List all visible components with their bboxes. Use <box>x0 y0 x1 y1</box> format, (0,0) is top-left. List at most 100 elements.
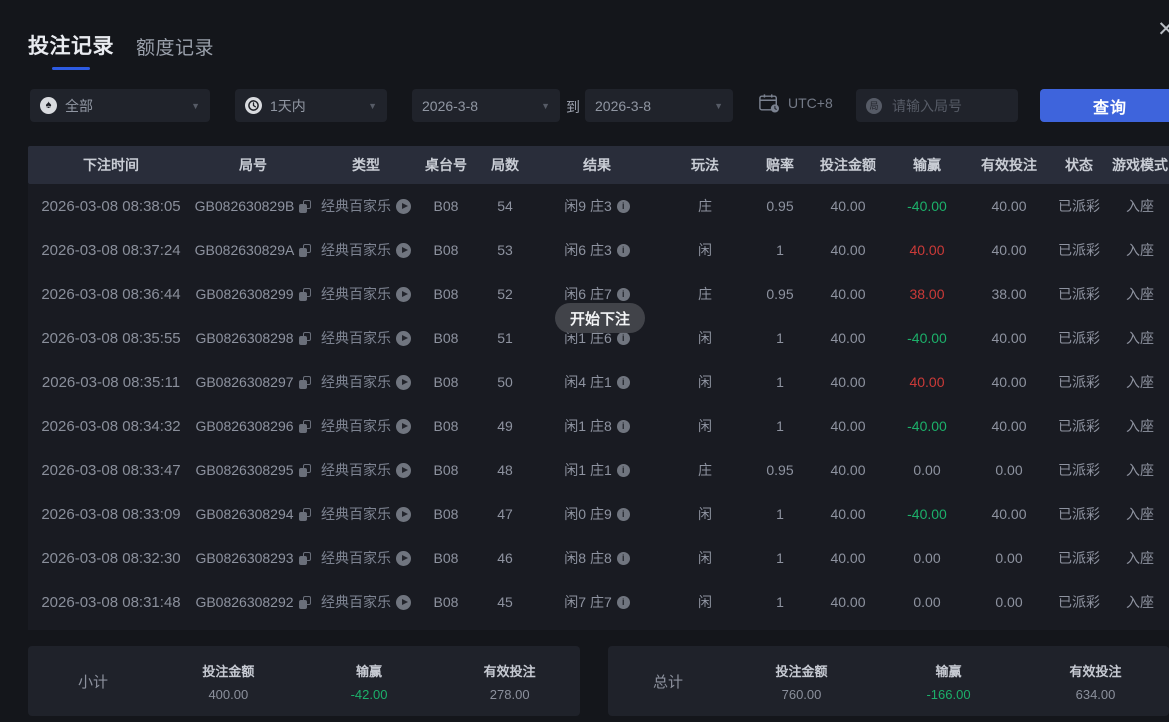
valid-bet: 0.00 <box>995 550 1023 566</box>
play-video-icon[interactable] <box>396 286 411 302</box>
query-button[interactable]: 查询 <box>1040 89 1169 122</box>
win-loss: 40.00 <box>909 242 945 258</box>
copy-icon[interactable] <box>298 287 311 301</box>
date-from-dropdown[interactable]: 2026-3-8 ▼ <box>412 89 560 122</box>
table-number: B08 <box>433 198 459 214</box>
time-range-dropdown[interactable]: 1天内 ▼ <box>235 89 387 122</box>
play-video-icon[interactable] <box>396 462 411 478</box>
info-icon[interactable]: i <box>616 551 630 565</box>
info-icon[interactable]: i <box>616 595 630 609</box>
game-id: GB0826308294 <box>194 506 312 522</box>
play-type: 闲 <box>698 330 712 346</box>
game-result: 闲4 庄1 i <box>538 372 656 392</box>
chevron-down-icon: ▼ <box>541 100 550 111</box>
total-panel: 总计 投注金额 760.00 输赢 -166.00 有效投注 634.00 <box>608 646 1169 716</box>
status: 已派彩 <box>1058 506 1100 522</box>
calendar-clock-icon[interactable] <box>758 93 780 113</box>
info-icon[interactable]: i <box>616 375 630 389</box>
round-number: 47 <box>497 506 513 522</box>
odds: 1 <box>776 374 784 390</box>
game-id: GB0826308293 <box>194 550 312 566</box>
copy-icon[interactable] <box>298 463 311 477</box>
table-number: B08 <box>433 418 459 434</box>
game-result: 闲1 庄1 i <box>538 460 656 480</box>
info-icon[interactable]: i <box>616 287 630 301</box>
game-mode: 入座 <box>1126 198 1154 214</box>
play-type: 庄 <box>698 462 712 478</box>
bet-time: 2026-03-08 08:35:55 <box>41 329 181 347</box>
col-header-play: 玩法 <box>691 157 719 173</box>
valid-bet: 38.00 <box>991 286 1027 302</box>
play-video-icon[interactable] <box>396 374 411 390</box>
table-number: B08 <box>433 506 459 522</box>
valid-bet: 0.00 <box>995 594 1023 610</box>
table-row: 2026-03-08 08:36:44 GB0826308299 经典百家乐 B08 5… <box>28 272 1169 316</box>
total-win-loss: 输赢 -166.00 <box>926 663 971 702</box>
game-id: GB0826308299 <box>194 286 312 302</box>
total-valid-bet: 有效投注 634.00 <box>1069 663 1122 702</box>
close-icon[interactable]: ✕ <box>1157 18 1169 41</box>
play-video-icon[interactable] <box>396 418 411 434</box>
tab-bar: 投注记录 额度记录 <box>28 30 214 70</box>
win-loss: -40.00 <box>907 506 947 522</box>
game-result: 闲6 庄3 i <box>538 240 656 260</box>
timezone-indicator: UTC+8 <box>758 93 833 113</box>
info-icon[interactable]: i <box>616 463 630 477</box>
status: 已派彩 <box>1058 418 1100 434</box>
play-video-icon[interactable] <box>396 330 411 346</box>
win-loss: -40.00 <box>907 198 947 214</box>
copy-icon[interactable] <box>299 243 312 257</box>
bet-amount: 40.00 <box>830 550 866 566</box>
copy-icon[interactable] <box>298 331 311 345</box>
copy-icon[interactable] <box>299 199 312 213</box>
play-video-icon[interactable] <box>396 242 411 258</box>
game-id: GB0826308298 <box>194 330 312 346</box>
info-icon[interactable]: i <box>616 243 630 257</box>
info-icon[interactable]: i <box>616 199 630 213</box>
tab-label: 额度记录 <box>136 38 215 59</box>
copy-icon[interactable] <box>298 375 311 389</box>
odds: 1 <box>776 242 784 258</box>
odds: 0.95 <box>766 462 794 478</box>
search-input[interactable] <box>890 96 1008 115</box>
table-row: 2026-03-08 08:37:24 GB082630829A 经典百家乐 B08 5… <box>28 228 1169 272</box>
bet-time: 2026-03-08 08:35:11 <box>41 373 181 391</box>
game-category-dropdown[interactable]: ♠ 全部 ▼ <box>30 89 210 122</box>
spade-icon: ♠ <box>40 97 57 114</box>
bet-time: 2026-03-08 08:33:09 <box>41 505 181 523</box>
bet-amount: 40.00 <box>830 506 866 522</box>
clock-icon <box>245 97 262 114</box>
info-icon[interactable]: i <box>616 419 630 433</box>
copy-icon[interactable] <box>298 507 311 521</box>
play-video-icon[interactable] <box>396 506 411 522</box>
date-to-dropdown[interactable]: 2026-3-8 ▼ <box>585 89 733 122</box>
valid-bet: 0.00 <box>995 462 1023 478</box>
date-to-value: 2026-3-8 <box>595 97 652 114</box>
tab-quota-records[interactable]: 额度记录 <box>136 33 214 70</box>
game-mode: 入座 <box>1126 330 1154 346</box>
info-icon[interactable]: i <box>616 507 630 521</box>
game-id: GB0826308295 <box>194 462 312 478</box>
status: 已派彩 <box>1058 594 1100 610</box>
copy-icon[interactable] <box>298 595 311 609</box>
table-row: 2026-03-08 08:33:47 GB0826308295 经典百家乐 B08 4… <box>28 448 1169 492</box>
chevron-down-icon: ▼ <box>368 100 377 111</box>
odds: 0.95 <box>766 198 794 214</box>
status: 已派彩 <box>1058 374 1100 390</box>
play-video-icon[interactable] <box>396 594 411 610</box>
round-number: 46 <box>497 550 513 566</box>
play-video-icon[interactable] <box>396 550 411 566</box>
info-icon[interactable]: i <box>616 331 630 345</box>
game-id: GB082630829A <box>194 242 312 258</box>
game-category-value: 全部 <box>65 97 93 114</box>
game-type: 经典百家乐 <box>312 372 420 392</box>
copy-icon[interactable] <box>298 551 311 565</box>
odds: 1 <box>776 550 784 566</box>
subtotal-label: 小计 <box>77 673 108 691</box>
tab-bet-records[interactable]: 投注记录 <box>28 30 114 70</box>
col-header-bet-amount: 投注金额 <box>820 157 876 173</box>
play-video-icon[interactable] <box>396 198 411 214</box>
copy-icon[interactable] <box>298 419 311 433</box>
bet-amount: 40.00 <box>830 418 866 434</box>
date-from-value: 2026-3-8 <box>422 97 479 114</box>
